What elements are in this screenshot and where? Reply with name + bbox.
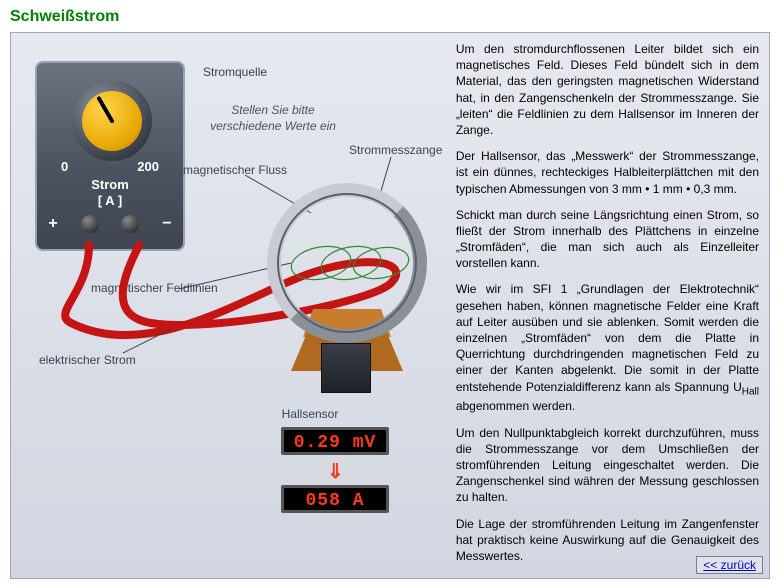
arrow-down-icon: ⇓ (327, 459, 344, 484)
display-a: 058 A (281, 485, 389, 513)
clamp-ring-inner (277, 193, 417, 333)
diagram-area: 0 200 Strom [ A ] + − Stromquelle Stelle… (11, 33, 450, 533)
page-title: Schweißstrom (10, 8, 770, 26)
hall-sensor-box (321, 343, 371, 393)
para-5: Um den Nullpunktabgleich korrekt durchzu… (456, 425, 759, 506)
label-hall: Hallsensor (275, 407, 345, 421)
content-panel: 0 200 Strom [ A ] + − Stromquelle Stelle… (10, 32, 770, 579)
para-1: Um den stromdurchflossenen Leiter bildet… (456, 41, 759, 138)
para-4: Wie wir im SFI 1 „Grundlagen der Elektro… (456, 281, 759, 414)
display-mv: 0.29 mV (281, 427, 389, 455)
para-2: Der Hallsensor, das „Messwerk“ der Strom… (456, 148, 759, 197)
back-link[interactable]: << zurück (696, 556, 763, 574)
text-column: Um den stromdurchflossenen Leiter bildet… (450, 33, 769, 578)
para-3: Schickt man durch seine Längsrichtung ei… (456, 207, 759, 272)
